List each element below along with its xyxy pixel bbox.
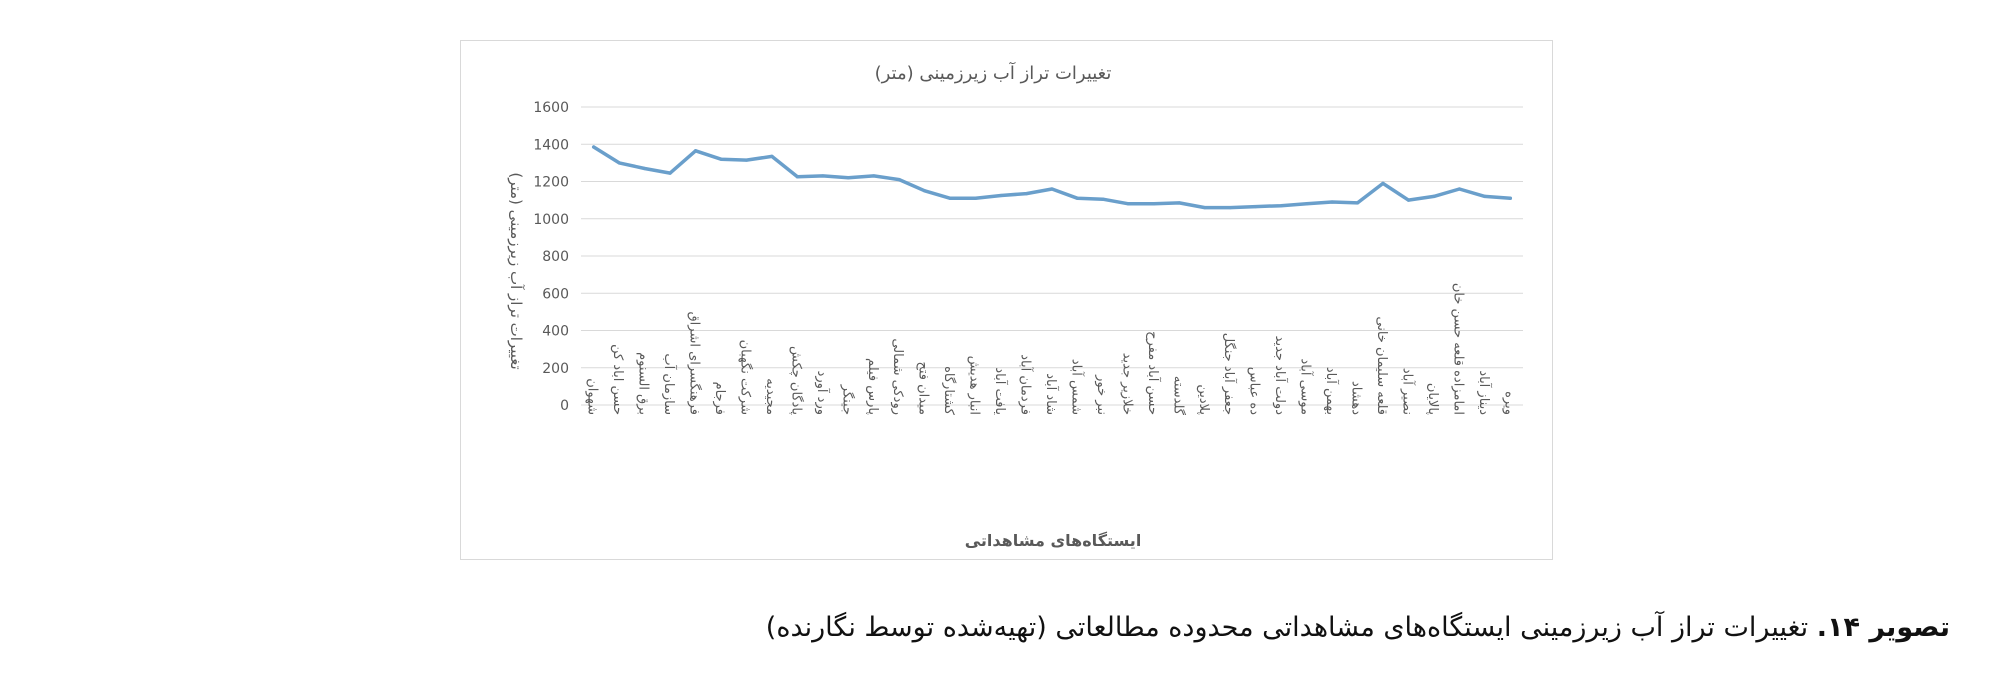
y-tick-label: 1200: [533, 175, 569, 191]
x-tick-label: بهمن آباد: [1323, 367, 1340, 415]
x-tick-label: ورد آورد: [814, 371, 831, 415]
data-point: [974, 196, 978, 200]
x-tick-label: مجیدیه: [763, 378, 778, 415]
y-tick-label: 600: [542, 286, 569, 302]
x-tick-label: گلدسته: [1170, 376, 1186, 416]
data-point: [872, 174, 876, 178]
data-point: [1203, 205, 1207, 210]
x-tick-label: موسی آباد: [1298, 358, 1315, 415]
x-tick-label: فرجام: [712, 382, 727, 415]
caption-text: تغییرات تراز آب زیرزمینی ایستگاه‌های مشا…: [765, 612, 1817, 643]
y-tick-label: 800: [542, 249, 569, 265]
x-tick-label: شاد آباد: [1043, 373, 1060, 415]
x-tick-label: شرکت نگهبان: [737, 340, 753, 415]
data-point: [1177, 201, 1181, 205]
x-tick-label: میدان فتح: [916, 361, 931, 415]
data-point: [744, 158, 749, 162]
grid-layer: [581, 106, 1523, 406]
data-point: [999, 193, 1003, 198]
x-tick-label: نبر خور: [1094, 374, 1109, 415]
data-point: [617, 161, 621, 165]
data-point: [1508, 196, 1512, 200]
data-point: [1254, 205, 1258, 209]
x-tick-label: سازمان آب: [661, 353, 678, 415]
x-tick-label: دهشاد: [1349, 381, 1364, 415]
y-tick-label: 400: [542, 324, 569, 340]
data-point: [1050, 187, 1054, 191]
x-tick-label: رودکی شمالی: [890, 338, 905, 415]
x-tick-label: فرهنگسرای اشراق: [687, 312, 703, 415]
x-tick-label: امامزاده قلعه حسن خان: [1450, 283, 1465, 415]
caption-prefix: تصویر ۱۴.: [1816, 612, 1950, 643]
data-point: [897, 178, 901, 182]
y-tick-label: 1000: [533, 212, 569, 228]
x-tick-label: دیناز آباد: [1476, 370, 1493, 415]
x-tick-label: پالایان: [1425, 383, 1440, 416]
data-point: [643, 166, 647, 171]
figure-caption: تصویر ۱۴. تغییرات تراز آب زیرزمینی ایستگ…: [766, 612, 1950, 643]
data-point: [1483, 194, 1487, 198]
chart-frame: 0 200 400 600 800 1000 1200 1400 1600 شهوان حسن ا…: [460, 40, 1553, 560]
y-axis-label: تغییرات تراز آب زیرزمینی (متر): [507, 172, 525, 369]
x-tick-label: کشتارگاه: [941, 366, 957, 416]
data-point: [1406, 198, 1411, 202]
x-tick-label: پارس فیلم: [865, 358, 880, 415]
x-tick-label: حسن آباد مفرح: [1145, 331, 1162, 415]
data-point: [923, 189, 927, 193]
data-point: [846, 176, 850, 180]
x-tick-label: شمس آباد: [1068, 359, 1085, 415]
data-point: [592, 145, 596, 149]
x-tick-label: جینگر: [839, 384, 855, 415]
data-point: [1075, 196, 1080, 200]
data-point: [795, 175, 800, 179]
x-tick-label: شهوان: [585, 378, 600, 415]
x-tick-label: قلعه سلیمان خانی: [1374, 316, 1389, 415]
x-tick-label: یافت آباد: [992, 367, 1009, 415]
series-layer: [591, 145, 1513, 210]
x-tick-label: دولت آباد جدید: [1272, 336, 1289, 416]
x-tick-label: فردمان آباد: [1018, 354, 1035, 415]
x-tick-label: انبار هدیش: [967, 356, 982, 415]
x-tick-label: جعفر آباد جنگل: [1221, 333, 1238, 415]
data-point: [719, 157, 723, 161]
x-tick-label: حسن اباد کن: [610, 344, 625, 415]
x-tick-label: نصیر آباد: [1399, 368, 1416, 415]
x-tick-label: پلادین: [1196, 384, 1211, 415]
y-tick-label: 1600: [533, 100, 569, 116]
data-point: [1126, 202, 1130, 206]
x-axis-label: ایستگاه‌های مشاهداتی: [965, 531, 1142, 550]
data-point: [948, 196, 952, 200]
data-point: [1152, 202, 1156, 206]
x-tick-label: خلازیر جدید: [1119, 353, 1134, 415]
data-point: [1432, 194, 1436, 198]
line-chart: 0 200 400 600 800 1000 1200 1400 1600 شهوان حسن ا…: [507, 61, 1523, 550]
y-tick-label: 1400: [533, 137, 569, 153]
data-point: [693, 149, 698, 153]
chart-title: تغییرات تراز آب زیرزمینی (متر): [875, 61, 1112, 84]
data-point: [1279, 204, 1283, 208]
x-tick-labels: شهوان حسن اباد کن برق السنوم سازمان آب فرهنگ…: [585, 283, 1517, 416]
data-point: [1304, 202, 1309, 206]
data-point: [1330, 200, 1334, 204]
data-point: [1101, 197, 1105, 201]
y-tick-label: 0: [560, 398, 569, 414]
data-point: [1228, 205, 1232, 210]
data-point: [1355, 201, 1360, 205]
data-point: [821, 174, 825, 178]
x-tick-label: ده عباس: [1247, 367, 1262, 415]
y-tick-label: 200: [542, 361, 569, 377]
series-line: [591, 145, 1513, 210]
y-tick-labels: 0 200 400 600 800 1000 1200 1400 1600: [533, 100, 569, 414]
data-point: [770, 154, 774, 158]
data-point: [1381, 181, 1385, 185]
data-point: [668, 171, 672, 175]
x-tick-label: پادگان چکش: [788, 346, 804, 415]
x-tick-label: ویره: [1501, 391, 1516, 415]
x-tick-label: برق السنوم: [636, 352, 651, 415]
data-point: [1024, 192, 1029, 196]
data-point: [1457, 187, 1461, 191]
